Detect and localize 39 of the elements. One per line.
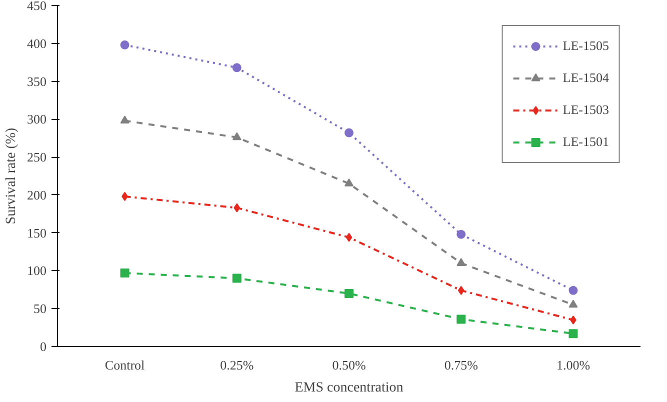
point xyxy=(458,286,464,295)
legend-label: LE-1504 xyxy=(562,70,609,86)
legend-label: LE-1503 xyxy=(562,102,609,118)
point xyxy=(120,116,130,124)
point xyxy=(120,40,130,50)
y-tick-label: 450 xyxy=(27,0,46,13)
point xyxy=(456,314,466,324)
point xyxy=(344,288,354,298)
y-axis-title: Survival rate (%) xyxy=(4,127,19,224)
y-tick-label: 200 xyxy=(27,187,46,202)
y-tick-label: 50 xyxy=(34,301,46,316)
point xyxy=(120,268,130,278)
point xyxy=(568,300,578,308)
y-tick-label: 400 xyxy=(27,36,46,51)
point xyxy=(568,286,578,295)
y-tick-label: 150 xyxy=(27,225,46,240)
point xyxy=(456,230,466,239)
x-tick-label: 1.00% xyxy=(556,358,590,372)
x-tick-label: Control xyxy=(104,358,146,372)
point xyxy=(344,178,354,186)
point xyxy=(232,274,242,283)
x-tick-label: 0.75% xyxy=(444,358,478,372)
y-tick-label: 300 xyxy=(27,112,46,127)
point xyxy=(344,128,354,138)
x-tick-label: 0.25% xyxy=(220,358,254,372)
point xyxy=(456,258,466,266)
y-tick-label: 350 xyxy=(27,74,46,89)
point xyxy=(568,329,578,338)
point xyxy=(232,63,242,72)
x-axis-title: EMS concentration xyxy=(294,380,404,396)
legend-label: LE-1505 xyxy=(562,38,609,54)
point xyxy=(234,203,240,212)
y-tick-label: 250 xyxy=(27,150,46,165)
point xyxy=(346,232,352,242)
legend-label: LE-1501 xyxy=(562,134,609,150)
y-tick-label: 100 xyxy=(27,263,46,278)
point xyxy=(232,132,242,140)
x-tick-label: 0.50% xyxy=(332,358,366,372)
y-tick-label: 0 xyxy=(40,339,46,354)
